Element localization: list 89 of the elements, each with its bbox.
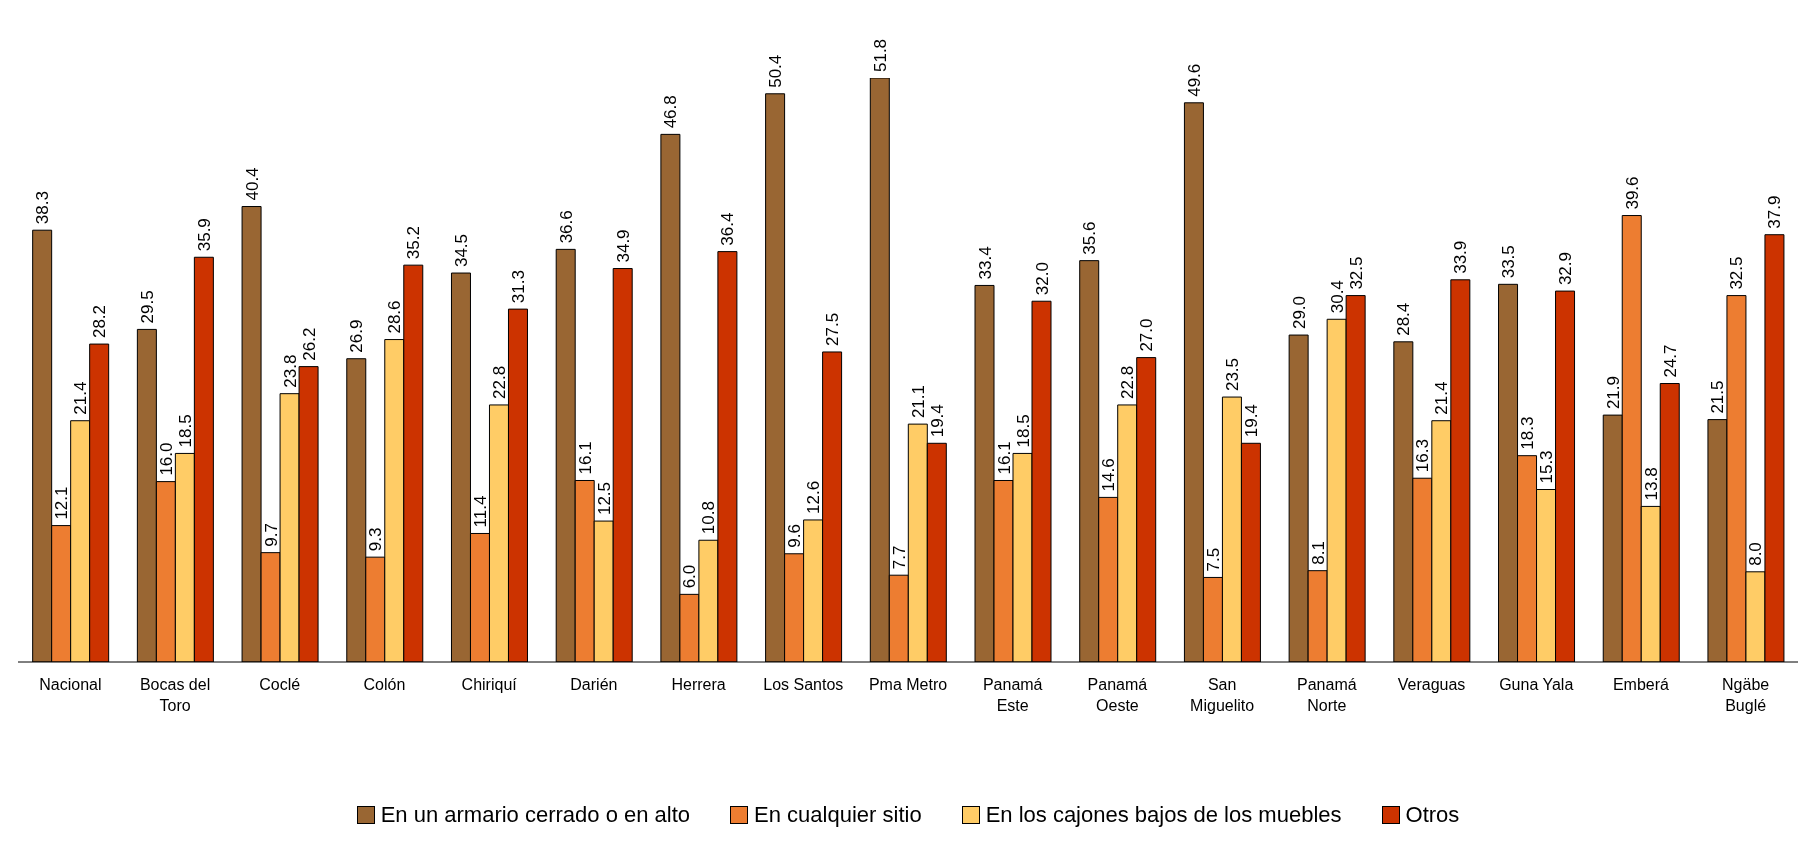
x-tick-label: Darién [570,676,618,693]
x-tick-label: Colón [363,676,406,693]
x-tick-label: Coclé [259,676,301,693]
data-label: 12.5 [594,481,614,516]
data-label: 7.7 [889,545,909,570]
data-label: 26.9 [347,319,367,353]
x-tick-label: Chiriquí [461,676,518,693]
data-label: 33.5 [1499,245,1519,279]
data-label: 37.9 [1765,195,1785,229]
data-label: 12.6 [804,480,824,514]
data-label: 33.4 [975,246,995,280]
data-label: 31.3 [508,270,528,304]
x-tick-label: Panamá Este [982,676,1043,714]
data-label: 19.4 [927,404,947,438]
data-label: 39.6 [1622,176,1642,210]
data-label: 36.4 [718,212,738,246]
x-tick-label: Panamá Oeste [1087,676,1148,714]
data-label: 30.4 [1327,280,1347,314]
data-label: 51.8 [870,38,890,72]
data-label: 9.3 [366,527,386,552]
data-label: 50.4 [766,54,786,88]
x-tick-label: Ngäbe Buglé [1722,676,1770,714]
data-label: 11.4 [470,495,490,528]
data-label: 16.1 [994,441,1014,475]
data-label: 14.6 [1099,458,1119,492]
legend-label: En los cajones bajos de los muebles [985,802,1342,828]
data-label: 32.5 [1727,256,1747,290]
data-label: 34.9 [613,229,633,263]
data-label: 40.4 [242,167,262,201]
data-label: 18.5 [175,414,195,448]
x-tick-label: San Miguelito [1190,676,1255,714]
x-tick-label: Panamá Norte [1297,676,1357,714]
data-label: 13.8 [1641,467,1661,501]
data-label: 38.3 [33,191,53,225]
data-label: 27.0 [1137,318,1157,352]
data-label: 9.6 [785,524,805,548]
data-label: 28.2 [90,304,110,339]
data-label: 29.5 [137,290,157,324]
data-label: 21.5 [1708,380,1728,414]
data-label: 36.6 [556,210,576,244]
data-label: 23.8 [280,354,300,388]
data-label: 18.3 [1518,416,1538,450]
x-tick-label: Veraguas [1397,676,1466,693]
data-label: 27.5 [823,312,843,346]
data-label: 15.3 [1537,450,1557,484]
x-tick-label: Emberá [1612,676,1670,693]
data-label: 49.6 [1184,63,1204,97]
data-label: 35.6 [1080,221,1100,255]
data-label: 12.1 [52,486,72,520]
data-label: 22.8 [1118,365,1138,399]
legend-label: Otros [1405,802,1460,828]
data-label: 18.5 [1013,414,1033,448]
data-label: 21.9 [1603,376,1623,410]
data-label: 34.5 [451,233,471,268]
data-label: 32.9 [1556,251,1576,286]
x-tick-label: Herrera [671,676,726,693]
data-label: 21.4 [71,381,91,415]
x-tick-label: Los Santos [763,676,844,693]
data-label: 19.4 [1241,404,1261,438]
data-label: 7.5 [1203,547,1223,572]
data-label: 28.4 [1394,302,1414,336]
data-label: 46.8 [661,95,681,129]
data-label: 32.0 [1032,262,1052,296]
data-label: 23.5 [1222,357,1242,392]
x-tick-label: Nacional [39,676,102,693]
legend-label: En cualquier sitio [754,802,922,828]
data-label: 16.3 [1413,439,1433,473]
data-label: 16.0 [156,442,176,476]
legend-label: En un armario cerrado o en alto [380,802,691,828]
x-tick-label: Guna Yala [1499,676,1574,693]
data-label: 16.1 [575,441,595,475]
data-label: 32.5 [1346,256,1366,290]
data-label: 24.7 [1660,344,1680,378]
data-label: 10.8 [699,501,719,535]
data-label: 28.6 [385,300,405,334]
data-label: 26.2 [299,327,319,361]
data-label: 35.9 [194,218,214,252]
data-label: 9.7 [261,523,281,547]
data-label: 29.0 [1289,295,1309,330]
data-label: 35.2 [404,226,424,260]
data-label: 6.0 [680,564,700,589]
data-label: 21.1 [908,385,928,419]
data-label: 8.0 [1746,542,1766,566]
x-tick-label: Bocas del Toro [139,676,211,714]
data-label: 33.9 [1451,240,1471,274]
data-label: 8.1 [1308,541,1328,565]
data-label: 22.8 [489,365,509,399]
data-label: 21.4 [1432,381,1452,415]
x-tick-label: Pma Metro [868,676,948,693]
